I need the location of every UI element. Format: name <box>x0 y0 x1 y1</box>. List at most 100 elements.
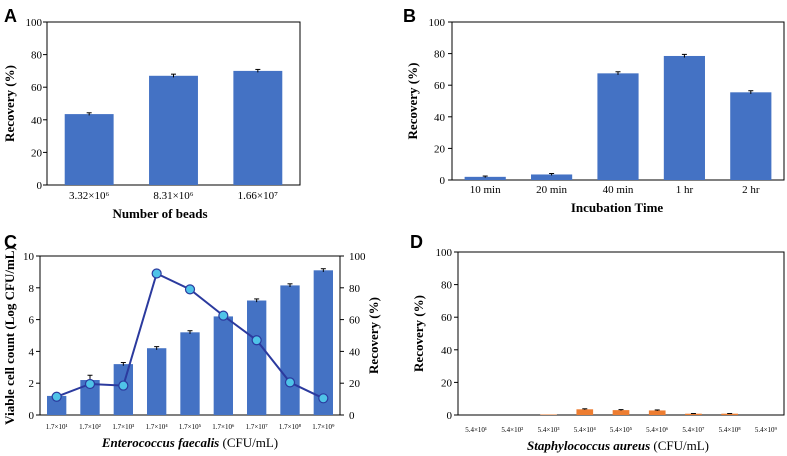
x-tick-label-c: 1.7×10³ <box>112 423 134 431</box>
recovery-point-c <box>118 380 129 391</box>
panel-letter-a: A <box>4 6 17 26</box>
x-axis-label-a: Number of beads <box>112 206 207 221</box>
bar-b <box>531 174 573 180</box>
y-tick-label-c: 10 <box>23 251 35 263</box>
y2-tick-label-c: 80 <box>349 283 361 295</box>
y2-tick-label-c: 40 <box>349 346 361 358</box>
bar-d <box>721 413 738 415</box>
y2-tick-label-c: 0 <box>349 410 355 422</box>
x-tick-label-b: 1 hr <box>676 184 694 196</box>
x-tick-label-d: 5.4×10⁶ <box>646 426 669 434</box>
y-tick-label-a: 60 <box>31 82 43 94</box>
x-axis-label-b: Incubation Time <box>571 200 664 215</box>
x-axis-label-d: Staphylococcus aureus (CFU/mL) <box>527 438 709 453</box>
bar-c <box>47 395 67 415</box>
bar-c <box>80 380 100 415</box>
y-tick-label-b: 0 <box>440 175 446 187</box>
panel-letter-d: D <box>410 232 423 252</box>
recovery-point-c <box>218 310 229 321</box>
y-tick-label-c: 4 <box>29 346 35 358</box>
y-tick-label-a: 40 <box>31 115 43 127</box>
y-tick-label-b: 80 <box>434 49 446 61</box>
y-tick-label-b: 20 <box>434 143 446 155</box>
plot-frame-d <box>457 251 785 416</box>
x-tick-label-a: 1.66×10⁷ <box>238 190 278 202</box>
bar-c <box>180 332 200 415</box>
bar-b <box>597 73 639 180</box>
y-tick-label-a: 100 <box>26 17 43 29</box>
bar-c <box>147 348 167 415</box>
x-tick-label-c: 1.7×10⁴ <box>146 423 169 431</box>
bar-d <box>576 409 594 415</box>
x-tick-label-d: 5.4×10⁸ <box>719 426 742 434</box>
bar-c <box>247 300 267 415</box>
y-tick-label-c: 6 <box>29 315 35 327</box>
recovery-point-c <box>51 391 62 402</box>
x-tick-label-d: 5.4×10³ <box>538 426 560 434</box>
y-axis-label-b: Recovery (%) <box>405 63 420 140</box>
x-axis-label-c: Enterococcus faecalis (CFU/mL) <box>101 435 278 450</box>
x-tick-label-a: 8.31×10⁶ <box>153 190 193 202</box>
y2-tick-label-c: 100 <box>349 251 366 263</box>
x-tick-label-c: 1.7×10² <box>79 423 101 431</box>
x-tick-label-a: 3.32×10⁶ <box>69 190 109 202</box>
recovery-point-c <box>84 378 96 390</box>
y2-axis-label-c: Recovery (%) <box>366 297 381 374</box>
y-axis-label-c: Viable cell count (Log CFU/mL) <box>2 246 17 425</box>
recovery-point-c <box>318 393 329 404</box>
bar-d <box>648 410 666 415</box>
x-tick-label-b: 40 min <box>603 184 634 196</box>
y-tick-label-c: 2 <box>29 378 35 390</box>
bar-b <box>464 176 506 180</box>
x-tick-label-b: 2 hr <box>742 184 760 196</box>
y-tick-label-d: 80 <box>441 280 453 292</box>
bar-d <box>612 410 630 415</box>
bar-c <box>280 285 300 415</box>
y-tick-label-a: 80 <box>31 50 43 62</box>
bar-b <box>730 92 772 180</box>
y-tick-label-b: 40 <box>434 112 446 124</box>
y-tick-label-c: 0 <box>29 410 35 422</box>
bar-d <box>685 413 702 415</box>
x-tick-label-d: 5.4×10⁴ <box>574 426 597 434</box>
bar-c <box>313 270 333 415</box>
y-tick-label-d: 100 <box>436 247 453 259</box>
y-tick-label-a: 20 <box>31 147 43 159</box>
y-tick-label-d: 20 <box>441 377 453 389</box>
bar-a <box>149 75 198 185</box>
recovery-point-c <box>151 268 162 279</box>
x-tick-label-d: 5.4×10⁹ <box>755 426 778 434</box>
bar-a <box>64 114 114 185</box>
x-tick-label-c: 1.7×10⁶ <box>212 423 235 431</box>
y-tick-label-d: 0 <box>447 410 453 422</box>
x-tick-label-d: 5.4×10¹ <box>465 426 487 434</box>
y-tick-label-d: 40 <box>441 345 453 357</box>
x-tick-label-d: 5.4×10⁵ <box>610 426 633 434</box>
x-tick-label-c: 1.7×10⁸ <box>279 423 302 431</box>
x-tick-label-c: 1.7×10⁹ <box>312 423 335 431</box>
y-tick-label-d: 60 <box>441 312 453 324</box>
y-axis-label-d: Recovery (%) <box>411 295 426 372</box>
x-tick-label-c: 1.7×10⁵ <box>179 423 202 431</box>
bar-a <box>233 70 283 185</box>
y-axis-label-a: Recovery (%) <box>2 65 17 142</box>
x-tick-label-c: 1.7×10⁷ <box>246 423 269 431</box>
x-tick-label-d: 5.4×10² <box>501 426 523 434</box>
bar-c <box>213 316 233 415</box>
x-tick-label-b: 20 min <box>536 184 567 196</box>
y-tick-label-b: 100 <box>429 17 446 29</box>
x-tick-label-c: 1.7×10¹ <box>46 423 68 431</box>
y-tick-label-a: 0 <box>37 180 43 192</box>
y2-tick-label-c: 60 <box>349 315 361 327</box>
bar-b <box>663 55 705 180</box>
panel-letter-b: B <box>403 6 416 26</box>
y-tick-label-c: 8 <box>29 283 35 295</box>
recovery-point-c <box>184 284 196 295</box>
recovery-point-c <box>251 335 262 346</box>
recovery-point-c <box>284 377 296 388</box>
x-tick-label-b: 10 min <box>470 184 501 196</box>
panel-letter-c: C <box>4 232 17 252</box>
y2-tick-label-c: 20 <box>349 378 361 390</box>
x-tick-label-d: 5.4×10⁷ <box>682 426 705 434</box>
